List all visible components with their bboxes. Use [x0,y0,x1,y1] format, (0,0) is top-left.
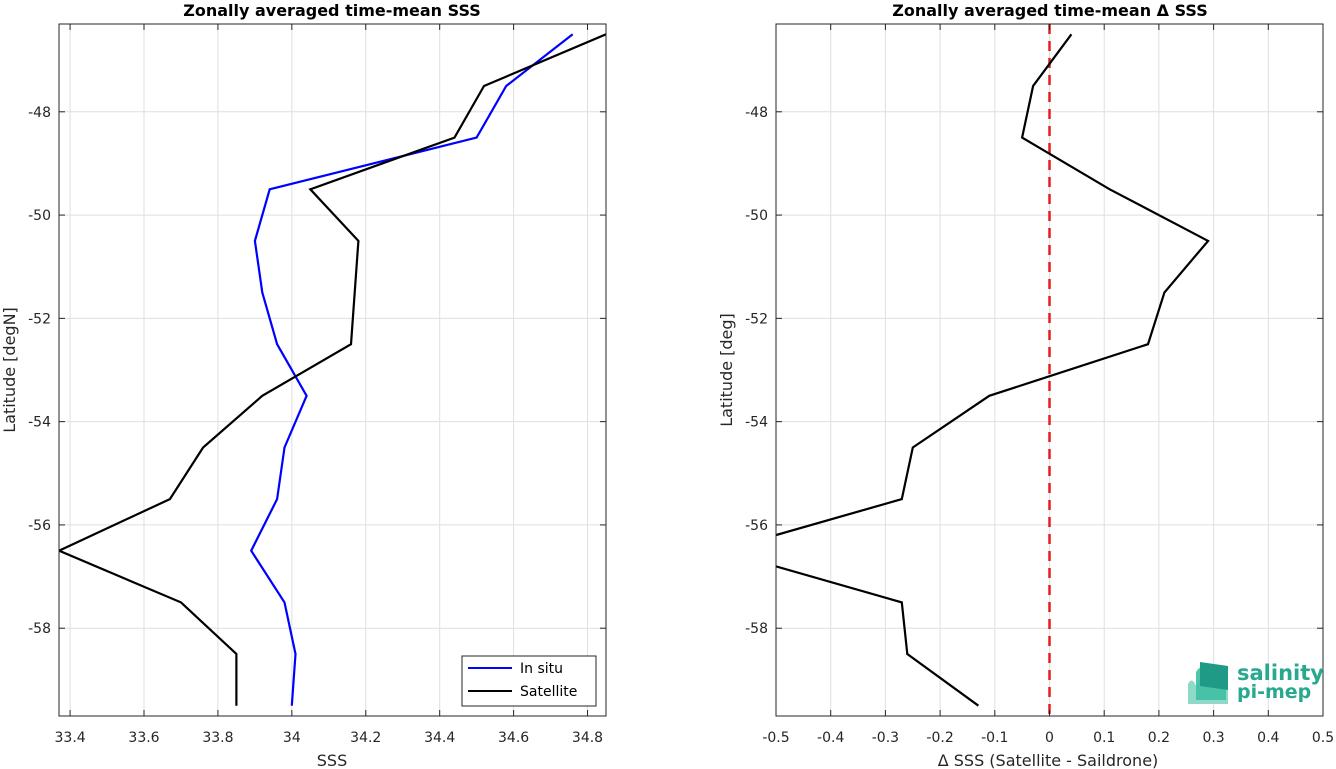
right-x-tick-label-0-5: 0.5 [1312,730,1334,746]
left-x-tick-label-33-4: 33.4 [55,730,86,746]
left-y-tick-labels: -48 -50 -52 -54 -56 -58 [28,105,51,637]
right-x-tick-label-0-4: -0.4 [817,730,844,746]
right-y-tick-label-54: -54 [745,415,768,431]
logo-text-salinity: salinity [1237,661,1324,685]
right-x-tick-label-0-1: -0.1 [981,730,1008,746]
right-y-tick-label-56: -56 [745,518,768,534]
right-y-tick-label-52: -52 [745,311,768,327]
right-x-tick-labels: -0.5 -0.4 -0.3 -0.2 -0.1 0 0.1 0.2 0.3 0.4 0.5 [762,730,1334,746]
left-x-tick-label-34-8: 34.8 [572,730,603,746]
left-y-tick-label-48: -48 [28,105,51,121]
right-x-tick-label-0-4: 0.4 [1257,730,1279,746]
right-x-axis-label: Δ SSS (Satellite - Saildrone) [938,751,1159,769]
left-panel: Zonally averaged time-mean SSS 33.4 33.6 3… [0,1,607,769]
left-x-tick-label-33-6: 33.6 [128,730,159,746]
legend-box [461,655,597,707]
left-x-tick-label-34-2: 34.2 [350,730,381,746]
right-x-tick-label-0-5: -0.5 [762,730,789,746]
right-series-line-delta-sss [776,33,1210,707]
right-y-tick-labels: -48 -50 -52 -54 -56 -58 [745,105,768,637]
right-y-tick-label-50: -50 [745,208,768,224]
logo-text-pi-mep: pi-mep [1237,681,1311,703]
right-x-tick-label-0-2: 0.2 [1148,730,1170,746]
right-x-tick-label-0-2: -0.2 [926,730,953,746]
right-x-tick-label-0-1: 0.1 [1093,730,1115,746]
left-y-tick-label-50: -50 [28,208,51,224]
left-x-tick-labels: 33.4 33.6 33.8 34 34.2 34.4 34.6 34.8 [55,730,604,746]
left-gridlines [59,24,606,716]
left-y-tick-label-52: -52 [28,311,51,327]
right-y-axis-label: Latitude [deg] [717,313,736,427]
left-x-tick-label-33-8: 33.8 [202,730,233,746]
left-x-tick-label-34-4: 34.4 [424,730,455,746]
right-y-tick-label-48: -48 [745,105,768,121]
left-x-tick-label-34: 34 [283,730,301,746]
left-series-line-in-situ [249,33,574,706]
left-y-axis-label: Latitude [degN] [0,307,19,433]
legend-label-satellite: Satellite [520,684,577,700]
left-y-tick-label-56: -56 [28,518,51,534]
left-series-line-satellite [59,33,606,706]
right-x-tick-label-0-3: 0.3 [1202,730,1224,746]
legend: In situ Satellite [461,655,597,707]
wave-logo-icon [1188,662,1228,704]
right-series-lines [776,24,1210,716]
legend-label-in-situ: In situ [520,661,563,677]
left-y-tick-label-58: -58 [28,621,51,637]
right-chart-title: Zonally averaged time-mean Δ SSS [892,1,1208,20]
left-x-axis-label: SSS [317,751,347,769]
left-axes-frame [58,23,607,717]
left-tick-marks [59,24,606,716]
right-y-tick-label-58: -58 [745,621,768,637]
right-panel: Zonally averaged time-mean Δ SSS -0.5 -0.… [717,1,1334,769]
left-y-tick-label-54: -54 [28,415,51,431]
left-chart-title: Zonally averaged time-mean SSS [183,1,481,20]
left-series-lines [59,33,606,706]
salinity-pi-mep-logo: salinity pi-mep [1188,661,1324,704]
right-tick-marks [775,24,1324,716]
right-x-tick-label-0-3: -0.3 [872,730,899,746]
left-x-tick-label-34-6: 34.6 [498,730,529,746]
right-x-tick-label-0: 0 [1045,730,1054,746]
